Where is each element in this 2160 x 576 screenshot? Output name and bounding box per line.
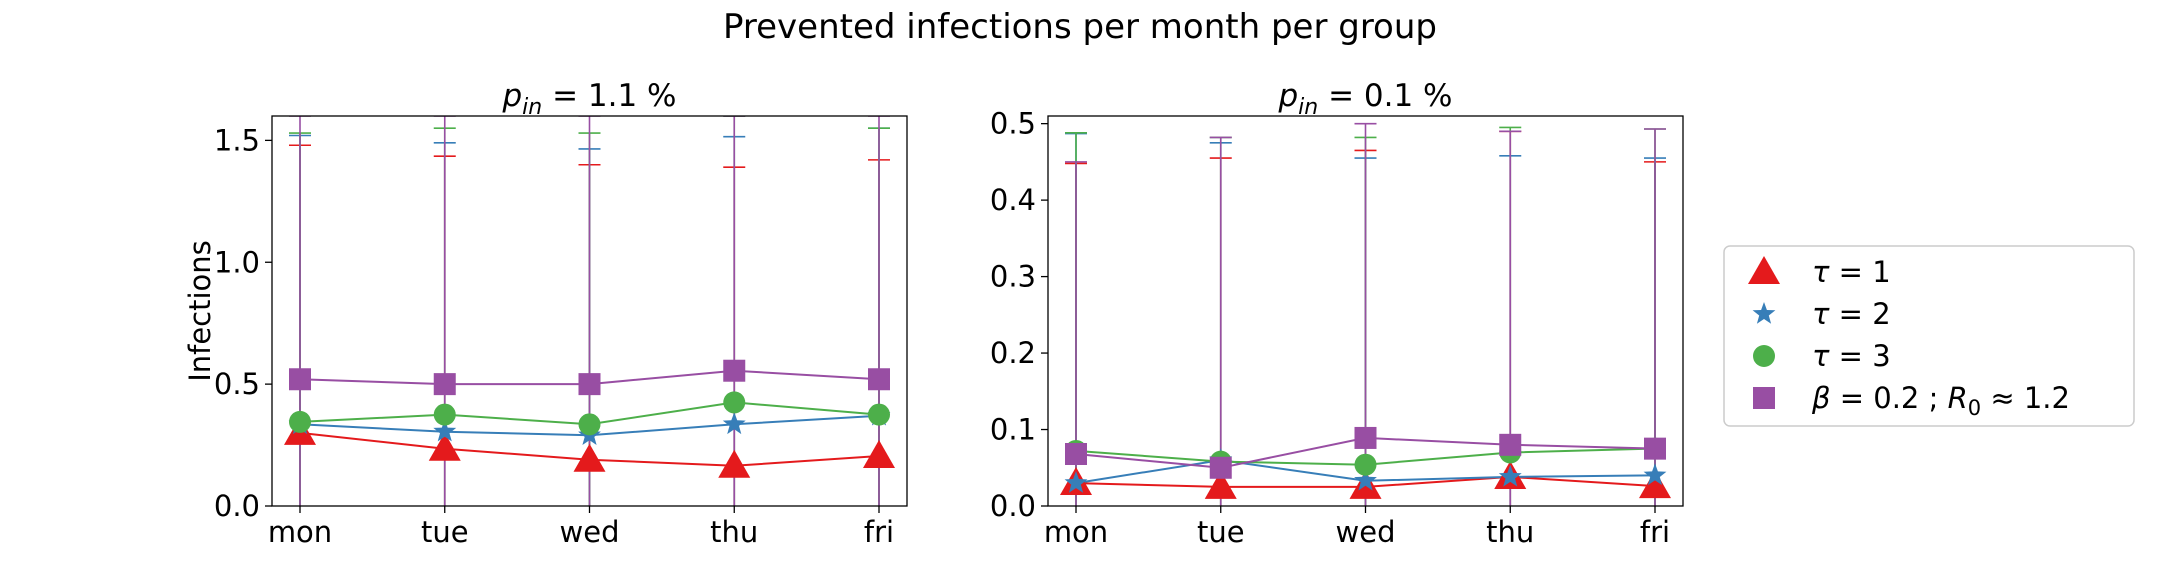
chart-panel-2: 0.0 0.1 0.2 0.3 0.4 0.5 mon tue wed thu fri pin = 0… bbox=[990, 78, 1684, 549]
data-point-beta bbox=[1354, 426, 1377, 449]
data-point-tau2 bbox=[722, 412, 746, 435]
plot-area bbox=[1060, 122, 1671, 506]
legend-marker-beta bbox=[1753, 387, 1775, 409]
chart-panel-1: 0.0 0.5 1.0 1.5 mon tue wed thu fri pin = 1.1 % In… bbox=[183, 78, 908, 549]
data-point-tau3 bbox=[868, 403, 890, 426]
panel-title-value: = 1.1 % bbox=[542, 78, 676, 114]
x-tick-label: thu bbox=[1486, 515, 1534, 549]
y-tick-label: 0.5 bbox=[990, 107, 1036, 141]
legend: τ = 1 τ = 2 τ = 3 β = 0.2 ; R0 ≈ 1.2 bbox=[1723, 245, 2135, 427]
y-tick-label: 0.3 bbox=[990, 260, 1036, 294]
data-point-tau1 bbox=[718, 449, 751, 478]
data-point-beta bbox=[1644, 437, 1666, 460]
data-point-tau3 bbox=[578, 413, 601, 436]
y-tick-label: 0.4 bbox=[990, 183, 1036, 217]
x-tick-label: mon bbox=[1044, 515, 1108, 549]
data-point-tau2 bbox=[1643, 463, 1667, 486]
data-point-beta bbox=[1209, 456, 1232, 479]
legend-item: τ = 2 bbox=[1752, 297, 1891, 331]
y-tick-label: 0.0 bbox=[990, 489, 1036, 523]
y-tick-label: 0.0 bbox=[214, 489, 260, 523]
legend-item: τ = 3 bbox=[1753, 339, 1891, 373]
data-point-tau1 bbox=[863, 440, 895, 469]
data-point-tau2 bbox=[1064, 471, 1088, 493]
legend-marker-tau2 bbox=[1752, 302, 1776, 324]
data-point-tau2 bbox=[1354, 468, 1377, 491]
data-point-beta bbox=[1065, 443, 1087, 465]
legend-marker-tau1 bbox=[1748, 256, 1780, 284]
data-point-beta bbox=[868, 368, 890, 391]
x-tick-label: thu bbox=[710, 515, 758, 549]
data-point-tau2 bbox=[433, 419, 457, 442]
data-point-tau3 bbox=[289, 410, 311, 433]
legend-item: β = 0.2 ; R0 ≈ 1.2 bbox=[1753, 381, 2070, 420]
data-point-tau1 bbox=[1639, 470, 1671, 499]
legend-label: β = 0.2 ; R0 ≈ 1.2 bbox=[1811, 381, 2070, 420]
plot-area bbox=[284, 116, 895, 506]
panel-title-var: p bbox=[1277, 78, 1298, 114]
data-point-tau1 bbox=[1204, 470, 1237, 499]
data-point-tau3 bbox=[1354, 453, 1377, 476]
data-point-beta bbox=[433, 373, 456, 396]
y-tick-label: 0.1 bbox=[990, 413, 1036, 447]
panel-title-value: = 0.1 % bbox=[1318, 78, 1452, 114]
y-tick-label: 1.5 bbox=[214, 123, 260, 157]
data-point-beta bbox=[1499, 433, 1522, 456]
x-tick-label: wed bbox=[560, 515, 620, 549]
panel-title: pin = 0.1 % bbox=[1277, 78, 1452, 120]
x-tick-label: wed bbox=[1336, 515, 1396, 549]
data-point-tau3 bbox=[723, 391, 746, 414]
data-point-tau1 bbox=[428, 432, 461, 461]
panel-title-subscript: in bbox=[1298, 95, 1318, 120]
x-tick-label: tue bbox=[1197, 515, 1245, 549]
y-tick-label: 0.2 bbox=[990, 336, 1036, 370]
figure-title: Prevented infections per month per group bbox=[723, 7, 1437, 47]
x-tick-label: tue bbox=[421, 515, 469, 549]
panel-title-subscript: in bbox=[522, 95, 542, 120]
panel-title: pin = 1.1 % bbox=[501, 78, 676, 120]
legend-item: τ = 1 bbox=[1748, 255, 1891, 289]
y-tick-label: 0.5 bbox=[214, 367, 260, 401]
y-axis-label: Infections bbox=[183, 240, 217, 382]
data-point-tau2 bbox=[1498, 464, 1522, 487]
data-point-beta bbox=[723, 359, 746, 382]
data-point-tau1 bbox=[573, 443, 606, 472]
x-tick-label: fri bbox=[864, 515, 894, 549]
panel-title-var: p bbox=[501, 78, 522, 114]
x-tick-label: mon bbox=[268, 515, 332, 549]
legend-label: τ = 3 bbox=[1812, 339, 1891, 373]
legend-label: τ = 2 bbox=[1812, 297, 1891, 331]
legend-box bbox=[1723, 245, 2135, 427]
data-point-beta bbox=[578, 373, 601, 396]
x-tick-label: fri bbox=[1640, 515, 1670, 549]
legend-label: τ = 1 bbox=[1812, 255, 1891, 289]
legend-marker-tau3 bbox=[1753, 345, 1775, 367]
data-point-tau3 bbox=[433, 403, 456, 426]
y-tick-label: 1.0 bbox=[214, 245, 260, 279]
data-point-beta bbox=[289, 368, 311, 391]
